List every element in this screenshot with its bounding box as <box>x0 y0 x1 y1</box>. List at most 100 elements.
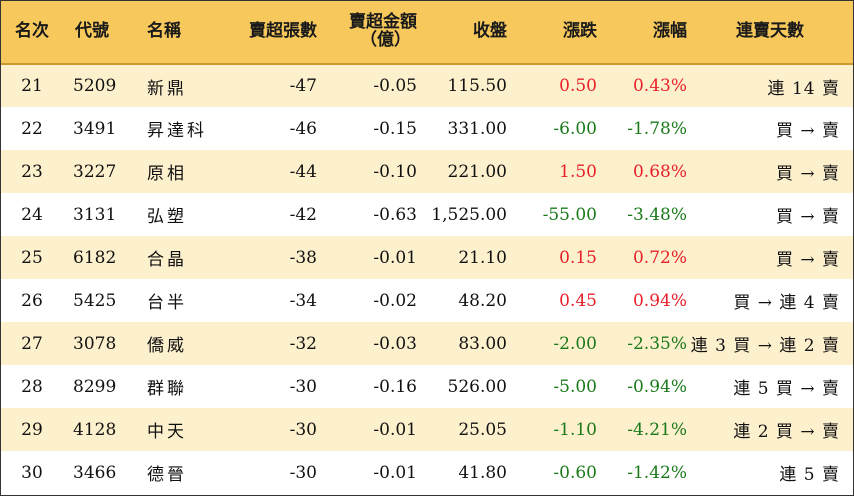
table-body: 21 5209 新鼎 -47 -0.05 115.50 0.50 0.43% 連 14 賣 22 3… <box>1 64 853 494</box>
header-name: 名稱 <box>147 1 227 65</box>
cell-sell-amount: -0.01 <box>373 419 417 440</box>
cell-name: 群聯 <box>147 379 187 399</box>
cell-rank: 23 <box>21 161 43 182</box>
cell-rank: 25 <box>21 247 43 268</box>
cell-rank: 26 <box>21 290 43 311</box>
cell-rank: 30 <box>21 462 43 483</box>
cell-streak: 買 → 賣 <box>775 164 840 184</box>
header-sell-amount: 賣超金額 （億） <box>317 1 417 65</box>
cell-change-pct: -3.48% <box>627 204 687 225</box>
cell-streak: 連 2 買 → 賣 <box>733 422 840 442</box>
table-row: 21 5209 新鼎 -47 -0.05 115.50 0.50 0.43% 連 14 賣 <box>1 64 853 107</box>
cell-change-pct: -2.35% <box>627 333 687 354</box>
header-change: 漲跌 <box>507 1 597 65</box>
cell-code: 3466 <box>73 462 117 483</box>
cell-streak: 連 5 賣 <box>779 465 840 485</box>
cell-change-pct: -4.21% <box>627 419 687 440</box>
cell-sell-lots: -30 <box>289 419 317 440</box>
cell-change: -0.60 <box>553 462 597 483</box>
cell-rank: 28 <box>21 376 43 397</box>
cell-sell-lots: -38 <box>289 247 317 268</box>
cell-close: 115.50 <box>447 76 507 96</box>
cell-sell-amount: -0.01 <box>373 462 417 483</box>
cell-streak: 連 14 賣 <box>767 78 840 99</box>
cell-sell-amount: -0.01 <box>373 247 417 268</box>
cell-change-pct: 0.68% <box>632 161 687 182</box>
cell-change-pct: -0.94% <box>627 376 687 397</box>
cell-sell-amount: -0.02 <box>373 290 417 311</box>
cell-streak: 買 → 賣 <box>775 121 840 141</box>
cell-change-pct: -1.42% <box>627 462 687 483</box>
cell-name: 弘塑 <box>147 207 187 227</box>
cell-change: 0.15 <box>559 247 597 268</box>
table-row: 23 3227 原相 -44 -0.10 221.00 1.50 0.68% 買 → 賣 <box>1 150 853 193</box>
header-change-pct: 漲幅 <box>597 1 687 65</box>
table-row: 28 8299 群聯 -30 -0.16 526.00 -5.00 -0.94% 連 5 買 →… <box>1 365 853 408</box>
cell-close: 1,525.00 <box>431 204 507 225</box>
cell-rank: 29 <box>21 419 43 440</box>
cell-close: 526.00 <box>447 376 507 397</box>
cell-sell-lots: -34 <box>289 290 317 311</box>
cell-sell-lots: -44 <box>289 161 317 182</box>
cell-change-pct: -1.78% <box>627 118 687 139</box>
header-sell-amount-line2: （億） <box>360 30 411 50</box>
cell-name: 僑威 <box>147 336 187 356</box>
cell-close: 25.05 <box>458 419 507 440</box>
cell-change-pct: 0.43% <box>632 76 687 96</box>
cell-sell-amount: -0.16 <box>373 376 417 397</box>
cell-streak: 買 → 賣 <box>775 250 840 270</box>
cell-name: 德晉 <box>147 465 187 485</box>
cell-change: -1.10 <box>553 419 597 440</box>
cell-sell-lots: -46 <box>289 118 317 139</box>
header-close: 收盤 <box>417 1 507 65</box>
cell-name: 合晶 <box>147 250 187 270</box>
cell-name: 昇達科 <box>147 121 207 141</box>
cell-sell-lots: -30 <box>289 462 317 483</box>
cell-rank: 21 <box>21 76 43 96</box>
cell-streak: 連 5 買 → 賣 <box>733 379 840 399</box>
cell-close: 331.00 <box>447 118 507 139</box>
cell-code: 3491 <box>73 118 117 139</box>
table-row: 29 4128 中天 -30 -0.01 25.05 -1.10 -4.21% 連 2 買 → … <box>1 408 853 451</box>
cell-change-pct: 0.72% <box>632 247 687 268</box>
cell-name: 原相 <box>147 164 187 184</box>
table-row: 27 3078 僑威 -32 -0.03 83.00 -2.00 -2.35% 連 3 買 → … <box>1 322 853 365</box>
cell-close: 48.20 <box>458 290 507 311</box>
cell-streak: 買 → 連 4 賣 <box>733 293 840 313</box>
cell-sell-lots: -30 <box>289 376 317 397</box>
cell-sell-lots: -42 <box>289 204 317 225</box>
cell-streak: 連 3 買 → 連 2 賣 <box>690 336 840 356</box>
cell-change: 1.50 <box>559 161 597 182</box>
table-row: 26 5425 台半 -34 -0.02 48.20 0.45 0.94% 買 → 連 4 賣 <box>1 279 853 322</box>
cell-code: 3078 <box>73 333 117 354</box>
cell-code: 6182 <box>73 247 117 268</box>
cell-code: 4128 <box>73 419 117 440</box>
header-rank: 名次 <box>1 1 63 65</box>
cell-sell-lots: -47 <box>289 76 317 96</box>
cell-code: 3227 <box>73 161 117 182</box>
cell-sell-amount: -0.10 <box>373 161 417 182</box>
cell-rank: 27 <box>21 333 43 354</box>
table-row: 25 6182 合晶 -38 -0.01 21.10 0.15 0.72% 買 → 賣 <box>1 236 853 279</box>
cell-close: 21.10 <box>458 247 507 268</box>
cell-change: -2.00 <box>553 333 597 354</box>
cell-sell-amount: -0.03 <box>373 333 417 354</box>
cell-change: -5.00 <box>553 376 597 397</box>
cell-close: 41.80 <box>458 462 507 483</box>
cell-sell-amount: -0.15 <box>373 118 417 139</box>
cell-name: 新鼎 <box>147 78 187 99</box>
cell-close: 221.00 <box>447 161 507 182</box>
cell-name: 中天 <box>147 422 187 442</box>
cell-rank: 24 <box>21 204 43 225</box>
cell-change: 0.45 <box>559 290 597 311</box>
table-header-row: 名次 代號 名稱 賣超張數 賣超金額 （億） 收盤 漲跌 漲幅 連賣天數 <box>1 1 853 65</box>
cell-close: 83.00 <box>458 333 507 354</box>
cell-change: 0.50 <box>559 76 597 96</box>
header-sell-amount-line1: 賣超金額 <box>349 12 417 33</box>
cell-streak: 買 → 賣 <box>775 207 840 227</box>
table-row: 30 3466 德晉 -30 -0.01 41.80 -0.60 -1.42% 連 5 賣 <box>1 451 853 494</box>
cell-sell-amount: -0.63 <box>373 204 417 225</box>
cell-code: 3131 <box>73 204 117 225</box>
table-row: 22 3491 昇達科 -46 -0.15 331.00 -6.00 -1.78% 買 → 賣 <box>1 107 853 150</box>
